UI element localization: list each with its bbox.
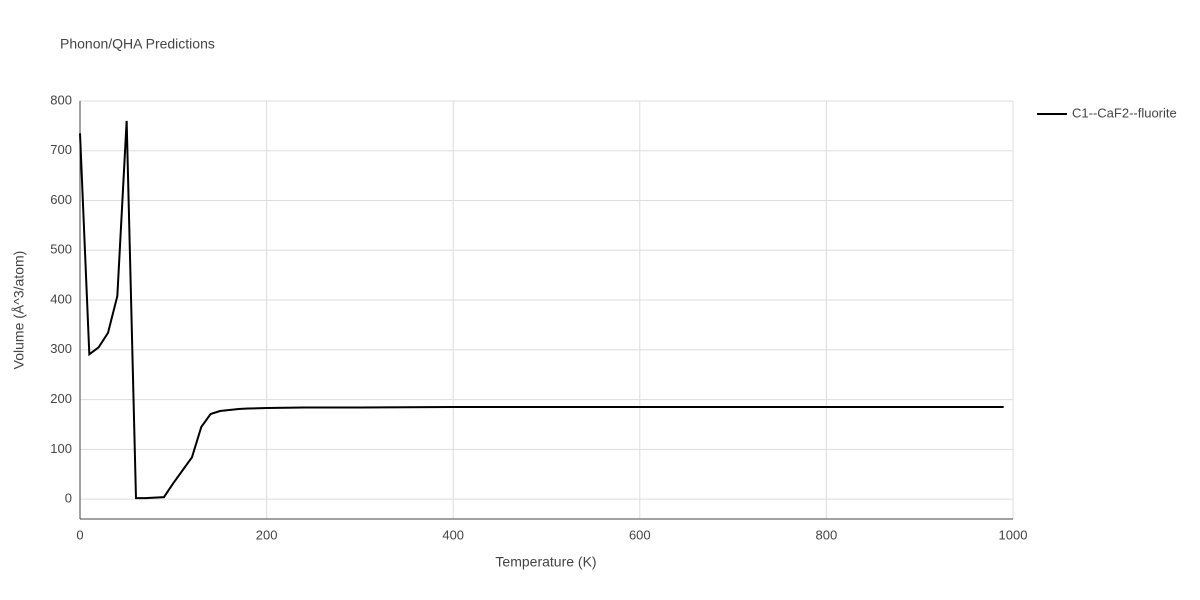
x-tick-label: 0 [76,527,83,542]
y-tick-label: 300 [50,341,72,356]
legend-label: C1--CaF2--fluorite [1072,105,1177,120]
x-tick-label: 200 [256,527,278,542]
y-tick-label: 0 [65,491,72,506]
x-axis-label: Temperature (K) [495,554,596,570]
chart-title: Phonon/QHA Predictions [60,36,215,52]
data-line [79,120,1004,500]
y-tick-label: 600 [50,192,72,207]
y-tick-label: 400 [50,291,72,306]
y-tick-label: 500 [50,242,72,257]
x-tick-label: 1000 [999,527,1028,542]
y-axis-label: Volume (Å^3/atom) [11,251,27,370]
x-tick-label: 600 [629,527,651,542]
y-tick-label: 100 [50,441,72,456]
x-tick-label: 400 [442,527,464,542]
y-tick-label: 800 [50,92,72,107]
y-tick-label: 700 [50,142,72,157]
x-tick-label: 800 [816,527,838,542]
y-tick-label: 200 [50,391,72,406]
